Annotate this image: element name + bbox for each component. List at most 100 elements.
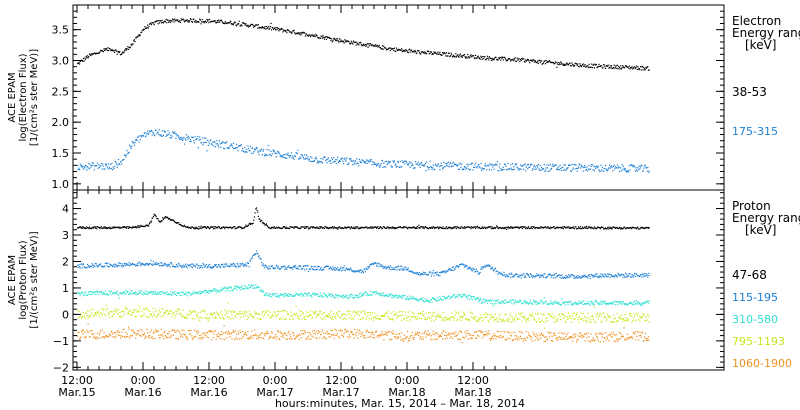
- data-point: [624, 304, 626, 306]
- data-point: [566, 301, 568, 303]
- data-point: [183, 316, 185, 318]
- data-point: [143, 263, 145, 265]
- data-point: [304, 292, 306, 294]
- data-point: [172, 19, 174, 21]
- data-point: [118, 163, 120, 165]
- data-point: [604, 168, 606, 170]
- data-point: [372, 264, 374, 266]
- data-point: [525, 60, 527, 62]
- data-point: [526, 272, 528, 275]
- data-point: [609, 226, 611, 228]
- data-point: [308, 159, 310, 161]
- data-point: [506, 59, 508, 62]
- data-point: [265, 310, 267, 312]
- data-point: [197, 136, 199, 138]
- data-point: [87, 291, 89, 293]
- data-point: [337, 266, 339, 268]
- data-point: [197, 312, 199, 314]
- data-point: [333, 316, 335, 318]
- data-point: [221, 264, 223, 266]
- data-point: [212, 314, 214, 316]
- data-point: [223, 266, 225, 268]
- data-point: [77, 62, 79, 64]
- data-point: [110, 291, 112, 293]
- data-point: [473, 57, 475, 59]
- data-point: [618, 301, 620, 303]
- data-point: [131, 227, 133, 229]
- data-point: [569, 274, 571, 276]
- data-point: [500, 301, 502, 303]
- data-point: [413, 272, 415, 274]
- data-point: [412, 167, 415, 169]
- data-point: [630, 276, 632, 278]
- data-point: [168, 293, 170, 295]
- data-point: [222, 288, 224, 290]
- data-point: [214, 265, 217, 267]
- data-point: [536, 300, 538, 302]
- data-point: [226, 263, 228, 265]
- data-point: [605, 275, 607, 277]
- data-point: [170, 291, 172, 293]
- data-point: [579, 227, 581, 230]
- data-point: [77, 309, 79, 311]
- data-point: [501, 228, 503, 230]
- data-point: [519, 164, 522, 166]
- data-point: [196, 138, 198, 140]
- data-point: [381, 266, 383, 268]
- data-point: [115, 307, 117, 310]
- data-point: [464, 264, 466, 266]
- data-point: [610, 274, 612, 276]
- data-point: [282, 296, 285, 298]
- data-point: [178, 313, 180, 315]
- data-point: [525, 301, 527, 303]
- data-point: [176, 265, 178, 267]
- data-point: [336, 159, 338, 161]
- data-point: [409, 298, 411, 300]
- data-point: [299, 156, 301, 158]
- data-point: [277, 27, 279, 29]
- data-point: [622, 301, 624, 303]
- data-point: [586, 227, 588, 229]
- data-point: [234, 285, 236, 288]
- data-point: [556, 63, 558, 65]
- data-point: [583, 167, 585, 169]
- data-point: [93, 264, 95, 266]
- data-point: [250, 152, 252, 154]
- data-point: [346, 295, 348, 297]
- data-point: [311, 318, 313, 320]
- data-point: [218, 21, 221, 23]
- data-point: [477, 297, 479, 299]
- data-point: [280, 227, 283, 230]
- data-point: [490, 228, 492, 230]
- data-point: [313, 160, 316, 162]
- data-point: [609, 276, 611, 278]
- data-point: [143, 308, 145, 311]
- data-point: [364, 44, 366, 47]
- data-point: [620, 274, 622, 276]
- data-point: [462, 293, 464, 295]
- data-point: [215, 22, 217, 24]
- data-point: [177, 19, 179, 21]
- data-point: [145, 134, 147, 136]
- data-point: [635, 167, 637, 169]
- data-point: [572, 304, 574, 306]
- data-point: [383, 315, 386, 317]
- data-point: [290, 267, 292, 269]
- data-point: [251, 223, 254, 225]
- data-point: [189, 20, 191, 22]
- data-point: [281, 28, 283, 30]
- data-point: [493, 59, 495, 61]
- data-point: [364, 161, 366, 163]
- data-point: [190, 313, 192, 315]
- data-point: [518, 276, 520, 278]
- data-point: [562, 63, 564, 65]
- data-point: [357, 227, 359, 229]
- data-point: [105, 227, 107, 229]
- data-point: [469, 226, 471, 228]
- data-point: [411, 297, 413, 299]
- data-point: [572, 275, 574, 277]
- data-point: [636, 170, 638, 172]
- data-point: [564, 64, 566, 66]
- data-point: [479, 58, 481, 60]
- data-point: [145, 293, 147, 295]
